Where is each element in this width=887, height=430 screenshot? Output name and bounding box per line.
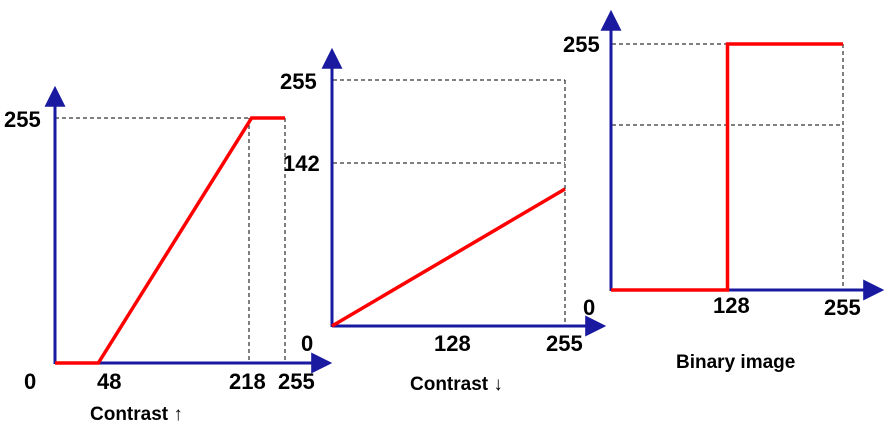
chart3-x-tick-255: 255 xyxy=(824,295,861,320)
chart-binary: 0 128 255 255 Binary image xyxy=(563,9,885,373)
chart2-y-tick-142: 142 xyxy=(283,151,320,176)
chart1-x-tick-0: 0 xyxy=(24,369,36,394)
chart3-transfer-curve xyxy=(611,42,843,292)
chart2-caption: Contrast ↓ xyxy=(410,374,503,395)
chart-contrast-down: 0 128 255 255 142 Contrast ↓ xyxy=(280,47,607,395)
chart1-transfer-curve xyxy=(55,116,285,365)
chart1-x-tick-255: 255 xyxy=(278,369,315,394)
chart1-x-tick-48: 48 xyxy=(97,369,121,394)
chart3-x-tick-128: 128 xyxy=(713,293,750,318)
chart1-y-tick-255: 255 xyxy=(4,107,41,132)
chart2-y-tick-255: 255 xyxy=(280,69,317,94)
chart2-x-tick-0: 0 xyxy=(301,331,313,356)
chart3-caption: Binary image xyxy=(676,352,795,373)
chart3-y-tick-255: 255 xyxy=(563,32,600,57)
chart2-transfer-curve xyxy=(331,187,566,328)
chart1-guides xyxy=(55,117,286,362)
chart-contrast-up: 0 48 218 255 255 Contrast ↑ xyxy=(4,85,333,425)
chart2-x-tick-128: 128 xyxy=(434,331,471,356)
chart1-x-tick-218: 218 xyxy=(229,369,266,394)
chart2-guides xyxy=(333,79,566,324)
chart3-x-tick-0: 0 xyxy=(583,295,595,320)
chart1-caption: Contrast ↑ xyxy=(90,404,183,425)
chart2-x-tick-255: 255 xyxy=(546,331,583,356)
